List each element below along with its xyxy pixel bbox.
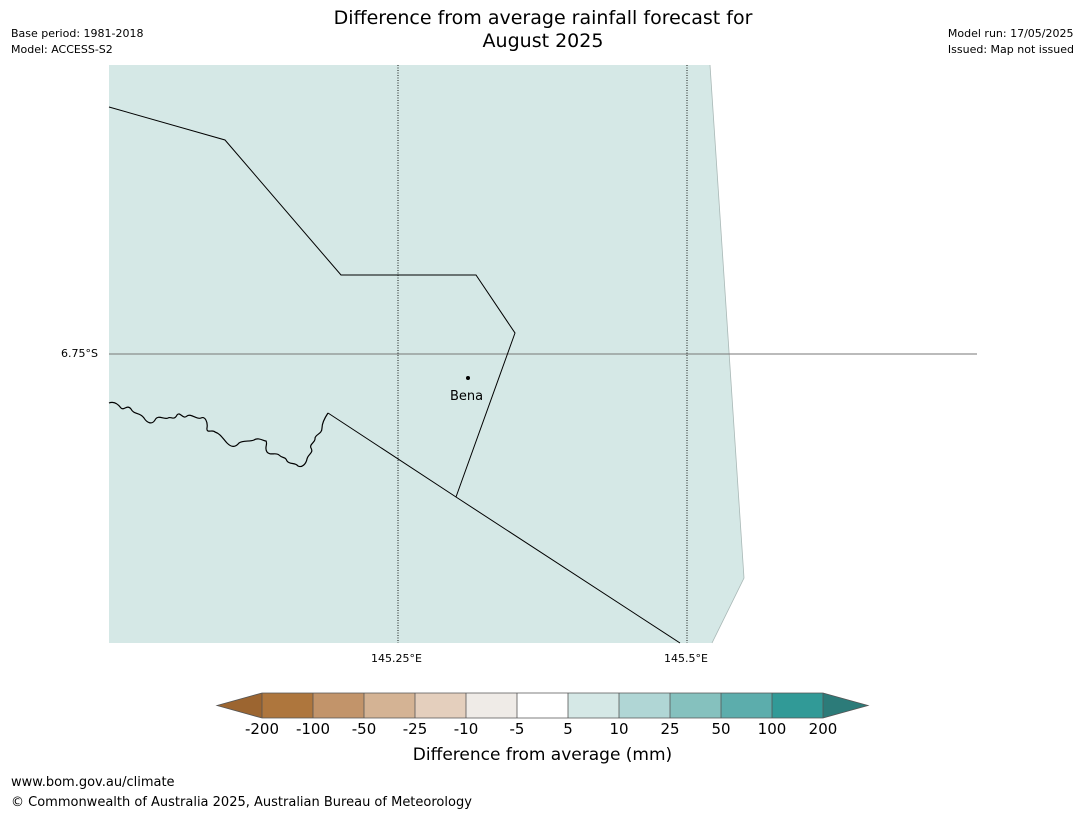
map-title-line1: Difference from average rainfall forecas… xyxy=(333,7,753,29)
colorbar-tick-label: -25 xyxy=(402,720,428,738)
colorbar-segment xyxy=(262,693,313,718)
colorbar-tick-label: 5 xyxy=(563,720,573,738)
colorbar-tick-label: 50 xyxy=(711,720,731,738)
colorbar-tick-label: -10 xyxy=(453,720,479,738)
meta-left: Base period: 1981-2018 Model: ACCESS-S2 xyxy=(11,26,143,58)
colorbar-tick-label: -5 xyxy=(509,720,525,738)
base-period-text: Base period: 1981-2018 xyxy=(11,27,144,40)
colorbar-tick-label: 10 xyxy=(609,720,629,738)
colorbar-tick-label: -100 xyxy=(295,720,331,738)
coastline-edge xyxy=(709,64,745,644)
colorbar-extend-high xyxy=(823,693,868,718)
province-boundary-south xyxy=(327,412,681,644)
map-title-line2: August 2025 xyxy=(482,30,604,52)
colorbar-segment xyxy=(619,693,670,718)
colorbar-segment xyxy=(517,693,568,718)
colorbar-tick-label: 100 xyxy=(757,720,787,738)
colorbar-segment xyxy=(364,693,415,718)
longitude-label-2: 145.5°E xyxy=(664,652,708,665)
colorbar-label: Difference from average (mm) xyxy=(412,745,673,765)
footer-url: www.bom.gov.au/climate xyxy=(11,775,175,790)
colorbar-segment xyxy=(415,693,466,718)
model-text: Model: ACCESS-S2 xyxy=(11,43,113,56)
colorbar-segment xyxy=(670,693,721,718)
colorbar-extend-low xyxy=(217,693,262,718)
latitude-label: 6.75°S xyxy=(61,347,98,360)
meta-right: Model run: 17/05/2025 Issued: Map not is… xyxy=(948,26,1074,58)
province-boundary-north xyxy=(108,106,516,498)
river-boundary xyxy=(108,401,329,468)
longitude-label-1: 145.25°E xyxy=(371,652,422,665)
colorbar-segment xyxy=(466,693,517,718)
footer-copyright: © Commonwealth of Australia 2025, Austra… xyxy=(11,795,472,810)
colorbar-tick-label: 25 xyxy=(660,720,680,738)
colorbar-tick-label: -200 xyxy=(244,720,280,738)
colorbar-tick-label: 200 xyxy=(808,720,838,738)
colorbar-segment xyxy=(313,693,364,718)
issued-text: Issued: Map not issued xyxy=(947,43,1074,56)
colorbar-segment xyxy=(772,693,823,718)
place-label-bena: Bena xyxy=(450,389,484,404)
place-marker-dot xyxy=(466,376,470,380)
colorbar-segment xyxy=(721,693,772,718)
map-canvas xyxy=(108,64,977,644)
model-run-text: Model run: 17/05/2025 xyxy=(947,27,1074,40)
colorbar-tick-label: -50 xyxy=(351,720,377,738)
colorbar-segment xyxy=(568,693,619,718)
map-title: Difference from average rainfall forecas… xyxy=(243,7,843,53)
